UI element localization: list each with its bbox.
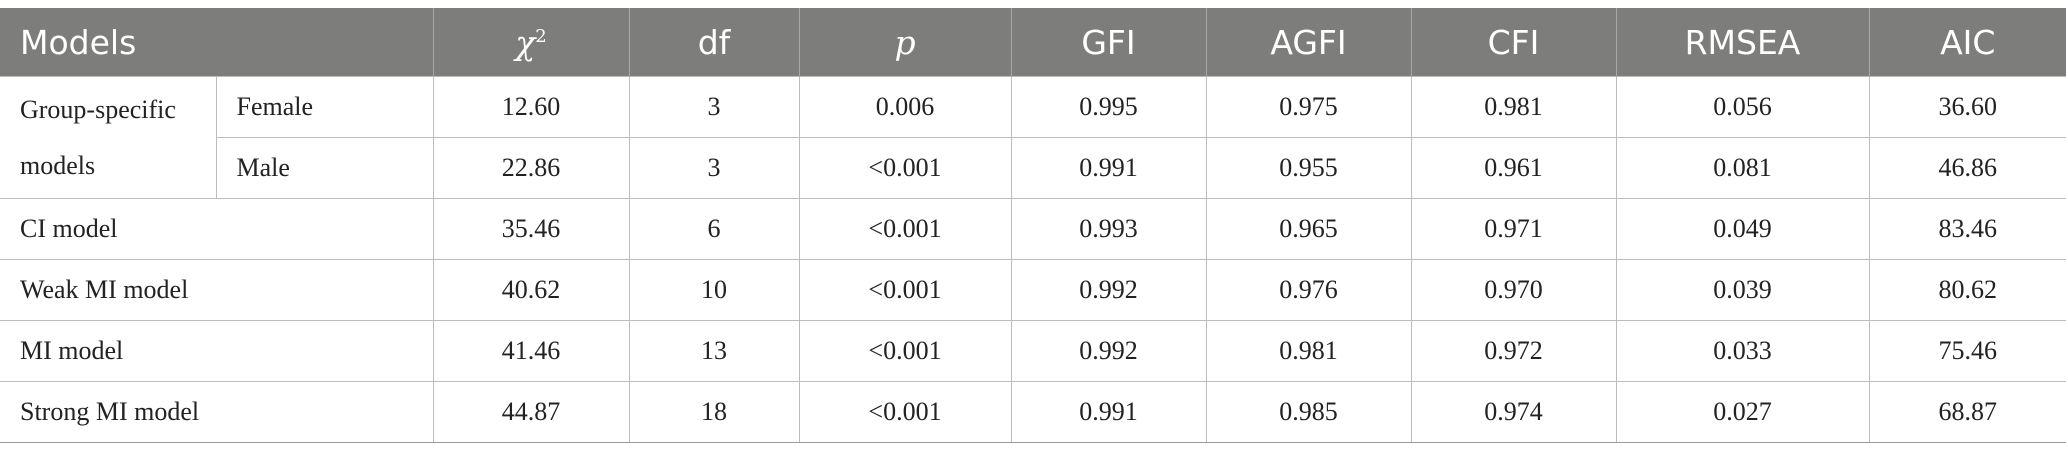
cell-aic: 46.86 xyxy=(1868,137,2066,199)
cell-agfi: 0.985 xyxy=(1205,381,1412,443)
cell-df: 3 xyxy=(628,137,800,199)
group-specific-label: Group-specific models xyxy=(0,76,217,199)
cell-cfi: 0.981 xyxy=(1410,76,1617,138)
header-p: p xyxy=(798,8,1011,77)
table-row: CI model 35.46 6 <0.001 0.993 0.965 0.97… xyxy=(0,198,2066,260)
model-fit-table: Models χ2 df p GFI AGFI CFI RMSEA AIC Gr… xyxy=(0,8,2066,443)
cell-p: <0.001 xyxy=(798,259,1012,321)
header-gfi: GFI xyxy=(1010,8,1206,77)
cell-cfi: 0.974 xyxy=(1410,381,1617,443)
cell-chi2: 12.60 xyxy=(432,76,630,138)
cell-aic: 75.46 xyxy=(1868,320,2066,382)
cell-rmsea: 0.049 xyxy=(1615,198,1870,260)
cell-gfi: 0.992 xyxy=(1010,320,1207,382)
row-label: Strong MI model xyxy=(0,381,434,443)
row-label: MI model xyxy=(0,320,434,382)
cell-cfi: 0.961 xyxy=(1410,137,1617,199)
cell-cfi: 0.972 xyxy=(1410,320,1617,382)
cell-aic: 68.87 xyxy=(1868,381,2066,443)
cell-gfi: 0.991 xyxy=(1010,381,1207,443)
cell-p: 0.006 xyxy=(798,76,1012,138)
cell-rmsea: 0.033 xyxy=(1615,320,1870,382)
cell-df: 10 xyxy=(628,259,800,321)
cell-chi2: 44.87 xyxy=(432,381,630,443)
cell-rmsea: 0.027 xyxy=(1615,381,1870,443)
cell-gfi: 0.992 xyxy=(1010,259,1207,321)
row-label: Male xyxy=(216,137,434,199)
header-models: Models xyxy=(0,8,433,77)
table-row: MI model 41.46 13 <0.001 0.992 0.981 0.9… xyxy=(0,320,2066,382)
cell-agfi: 0.976 xyxy=(1205,259,1412,321)
cell-cfi: 0.970 xyxy=(1410,259,1617,321)
table-row: Male 22.86 3 <0.001 0.991 0.955 0.961 0.… xyxy=(0,137,2066,199)
cell-agfi: 0.975 xyxy=(1205,76,1412,138)
header-agfi: AGFI xyxy=(1205,8,1411,77)
cell-df: 3 xyxy=(628,76,800,138)
cell-gfi: 0.991 xyxy=(1010,137,1207,199)
cell-agfi: 0.981 xyxy=(1205,320,1412,382)
row-label: Weak MI model xyxy=(0,259,434,321)
header-aic: AIC xyxy=(1868,8,2066,77)
header-row: Models χ2 df p GFI AGFI CFI RMSEA AIC xyxy=(0,8,2066,77)
cell-chi2: 40.62 xyxy=(432,259,630,321)
cell-p: <0.001 xyxy=(798,320,1012,382)
header-rmsea: RMSEA xyxy=(1615,8,1869,77)
cell-chi2: 22.86 xyxy=(432,137,630,199)
cell-rmsea: 0.056 xyxy=(1615,76,1870,138)
cell-df: 18 xyxy=(628,381,800,443)
table-row: Group-specific models Female 12.60 3 0.0… xyxy=(0,76,2066,199)
header-df: df xyxy=(628,8,799,77)
row-label: CI model xyxy=(0,198,434,260)
cell-chi2: 35.46 xyxy=(432,198,630,260)
cell-df: 13 xyxy=(628,320,800,382)
table-row: Weak MI model 40.62 10 <0.001 0.992 0.97… xyxy=(0,259,2066,321)
cell-aic: 83.46 xyxy=(1868,198,2066,260)
table-row: Strong MI model 44.87 18 <0.001 0.991 0.… xyxy=(0,381,2066,443)
chi-superscript: 2 xyxy=(535,25,547,47)
header-cfi: CFI xyxy=(1410,8,1616,77)
row-label: Female xyxy=(215,76,434,138)
cell-cfi: 0.971 xyxy=(1410,198,1617,260)
cell-aic: 80.62 xyxy=(1868,259,2066,321)
cell-rmsea: 0.081 xyxy=(1615,137,1870,199)
cell-agfi: 0.955 xyxy=(1205,137,1412,199)
cell-p: <0.001 xyxy=(798,381,1012,443)
cell-p: <0.001 xyxy=(798,137,1012,199)
cell-aic: 36.60 xyxy=(1868,76,2066,138)
header-chi-square: χ2 xyxy=(432,8,629,77)
cell-df: 6 xyxy=(628,198,800,260)
cell-gfi: 0.995 xyxy=(1010,76,1207,138)
cell-agfi: 0.965 xyxy=(1205,198,1412,260)
cell-rmsea: 0.039 xyxy=(1615,259,1870,321)
cell-chi2: 41.46 xyxy=(432,320,630,382)
cell-gfi: 0.993 xyxy=(1010,198,1207,260)
cell-p: <0.001 xyxy=(798,198,1012,260)
chi-symbol: χ xyxy=(515,22,536,62)
